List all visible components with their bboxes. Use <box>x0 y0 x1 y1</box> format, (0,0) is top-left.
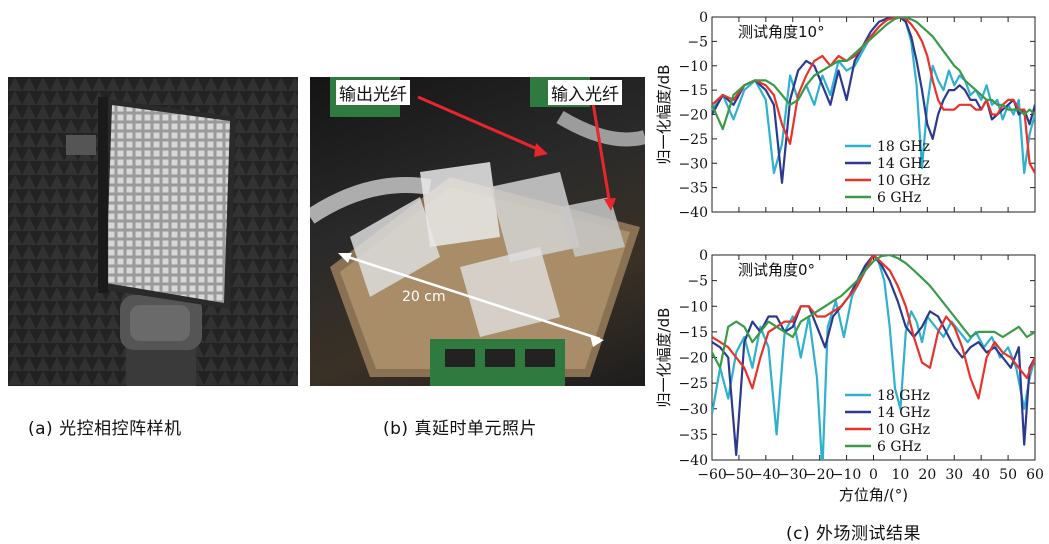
x-tick-label: 40 <box>972 467 990 483</box>
y-tick-label: −20 <box>678 351 708 367</box>
x-tick-label: −30 <box>778 467 808 483</box>
caption-c: (c) 外场测试结果 <box>786 524 922 544</box>
y-tick-label: 0 <box>699 248 708 264</box>
radiation-pattern-charts: 0 −5 −10 −15 −20 −25 −30 −35 −40 归一化幅度/dB 测试角度10° 1… <box>655 10 1044 504</box>
scale-label: 20 cm <box>402 289 446 305</box>
x-tick-label: 20 <box>918 467 936 483</box>
x-tick-label: −20 <box>805 467 835 483</box>
x-tick-label: −60 <box>697 467 727 483</box>
y-tick-label: −15 <box>678 83 708 99</box>
legend-label: 18 GHz <box>877 139 930 155</box>
input-fiber-label: 输入光纤 <box>548 80 622 105</box>
y-tick-label: −15 <box>678 325 708 341</box>
y-tick-label: −25 <box>678 132 708 148</box>
legend-label: 14 GHz <box>877 156 930 172</box>
y-axis-label: 归一化幅度/dB <box>655 308 673 408</box>
legend-label: 18 GHz <box>877 388 930 404</box>
y-tick-label: −35 <box>678 427 708 443</box>
y-tick-label: −10 <box>678 59 708 75</box>
y-tick-label: −20 <box>678 108 708 124</box>
true-time-delay-unit-photo: 20 cm <box>310 77 645 386</box>
y-tick-label: −30 <box>678 156 708 172</box>
x-tick-label: 50 <box>999 467 1017 483</box>
legend-label: 10 GHz <box>877 422 930 438</box>
x-tick-label: 60 <box>1026 467 1044 483</box>
y-tick-label: −40 <box>678 205 708 221</box>
x-tick-label: −40 <box>751 467 781 483</box>
series-line-10-ghz <box>712 255 1035 400</box>
legend-label: 6 GHz <box>877 439 921 455</box>
y-tick-label: −25 <box>678 376 708 392</box>
y-axis-label: 归一化幅度/dB <box>655 65 673 165</box>
series-line-6-ghz <box>712 17 1035 131</box>
legend-label: 14 GHz <box>877 405 930 421</box>
x-tick-label: −50 <box>724 467 754 483</box>
x-axis-label: 方位角/(°) <box>839 486 908 504</box>
phased-array-prototype-drawing <box>8 77 298 386</box>
legend-label: 6 GHz <box>877 190 921 206</box>
true-time-delay-unit-drawing: 20 cm <box>310 77 645 386</box>
x-tick-label: −10 <box>832 467 862 483</box>
y-tick-label: −5 <box>687 274 708 290</box>
y-tick-label: −40 <box>678 453 708 469</box>
chart-title: 测试角度10° <box>738 23 825 41</box>
y-tick-label: −30 <box>678 402 708 418</box>
y-tick-label: 0 <box>699 10 708 26</box>
x-tick-label: 0 <box>869 467 878 483</box>
x-tick-label: 30 <box>945 467 963 483</box>
chart-panel-1: 0−5−10−15−20−25−30−35−40−60−50−40−30−20−… <box>655 248 1044 504</box>
phased-array-prototype-photo <box>8 77 298 386</box>
output-fiber-label: 输出光纤 <box>336 80 410 105</box>
y-tick-label: −35 <box>678 181 708 197</box>
chart-panel-0: 0 −5 −10 −15 −20 −25 −30 −35 −40 归一化幅度/dB 测试角度10° 1… <box>655 10 1036 221</box>
series-line-14-ghz <box>712 17 1035 184</box>
y-tick-label: −5 <box>687 34 708 50</box>
legend-label: 10 GHz <box>877 173 930 189</box>
x-tick-label: 10 <box>892 467 910 483</box>
chart-title: 测试角度0° <box>738 261 815 279</box>
series-line-6-ghz <box>712 255 1035 369</box>
series-line-18-ghz <box>712 255 1035 460</box>
caption-a: (a) 光控相控阵样机 <box>28 419 182 439</box>
plot-frame <box>711 16 1036 213</box>
series-line-10-ghz <box>712 17 1035 174</box>
caption-b: (b) 真延时单元照片 <box>383 419 537 439</box>
y-tick-label: −10 <box>678 299 708 315</box>
